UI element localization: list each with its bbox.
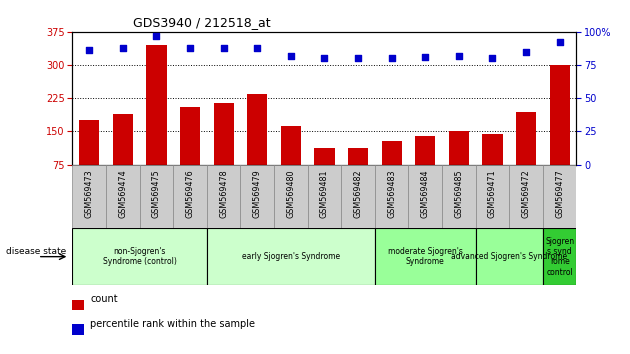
Bar <box>449 131 469 198</box>
Bar <box>281 126 301 198</box>
Text: GSM569485: GSM569485 <box>454 170 463 218</box>
Text: GDS3940 / 212518_at: GDS3940 / 212518_at <box>133 16 270 29</box>
Bar <box>146 45 166 198</box>
Bar <box>476 228 543 285</box>
Text: GSM569479: GSM569479 <box>253 170 261 218</box>
Bar <box>207 228 375 285</box>
Text: advanced Sjogren's Syndrome: advanced Sjogren's Syndrome <box>451 252 567 261</box>
Bar <box>207 165 241 228</box>
Point <box>420 54 430 60</box>
Text: GSM569475: GSM569475 <box>152 170 161 218</box>
Point <box>219 45 229 51</box>
Bar <box>241 165 274 228</box>
Bar <box>173 165 207 228</box>
Bar <box>274 165 307 228</box>
Bar <box>415 136 435 198</box>
Text: GSM569472: GSM569472 <box>522 170 530 218</box>
Text: Sjogren
s synd
rome
control: Sjogren s synd rome control <box>545 236 574 277</box>
Bar <box>106 165 140 228</box>
Point <box>118 45 128 51</box>
Text: GSM569483: GSM569483 <box>387 170 396 218</box>
Bar <box>72 165 106 228</box>
Bar <box>72 299 84 310</box>
Text: disease state: disease state <box>6 247 66 256</box>
Bar <box>214 103 234 198</box>
Point <box>353 56 363 61</box>
Text: GSM569473: GSM569473 <box>85 170 94 218</box>
Text: GSM569480: GSM569480 <box>287 170 295 218</box>
Bar <box>543 165 576 228</box>
Point <box>387 56 397 61</box>
Text: GSM569484: GSM569484 <box>421 170 430 218</box>
Bar <box>543 228 576 285</box>
Point <box>185 45 195 51</box>
Bar <box>72 324 84 335</box>
Point <box>488 56 498 61</box>
Bar <box>516 112 536 198</box>
Text: non-Sjogren's
Syndrome (control): non-Sjogren's Syndrome (control) <box>103 247 176 266</box>
Text: count: count <box>90 294 118 304</box>
Text: GSM569482: GSM569482 <box>353 170 362 218</box>
Text: GSM569477: GSM569477 <box>555 170 564 218</box>
Point <box>286 53 296 58</box>
Bar <box>341 165 375 228</box>
Bar <box>247 94 267 198</box>
Text: GSM569481: GSM569481 <box>320 170 329 218</box>
Text: GSM569476: GSM569476 <box>186 170 195 218</box>
Text: moderate Sjogren's
Syndrome: moderate Sjogren's Syndrome <box>388 247 462 266</box>
Text: GSM569471: GSM569471 <box>488 170 497 218</box>
Bar <box>314 148 335 198</box>
Bar <box>549 65 570 198</box>
Text: percentile rank within the sample: percentile rank within the sample <box>90 319 255 329</box>
Point <box>84 47 94 53</box>
Point <box>521 49 531 55</box>
Text: GSM569478: GSM569478 <box>219 170 228 218</box>
Point <box>554 40 564 45</box>
Point <box>151 33 161 39</box>
Bar <box>375 165 408 228</box>
Bar <box>408 165 442 228</box>
Bar <box>113 114 133 198</box>
Bar <box>79 120 100 198</box>
Bar <box>483 133 503 198</box>
Bar <box>307 165 341 228</box>
Bar <box>140 165 173 228</box>
Bar <box>382 141 402 198</box>
Point <box>252 45 262 51</box>
Bar <box>509 165 543 228</box>
Bar <box>476 165 509 228</box>
Bar <box>442 165 476 228</box>
Bar <box>180 107 200 198</box>
Text: early Sjogren's Syndrome: early Sjogren's Syndrome <box>242 252 340 261</box>
Point <box>454 53 464 58</box>
Bar <box>348 148 368 198</box>
Bar <box>375 228 476 285</box>
Point <box>319 56 329 61</box>
Text: GSM569474: GSM569474 <box>118 170 127 218</box>
Bar <box>72 228 207 285</box>
